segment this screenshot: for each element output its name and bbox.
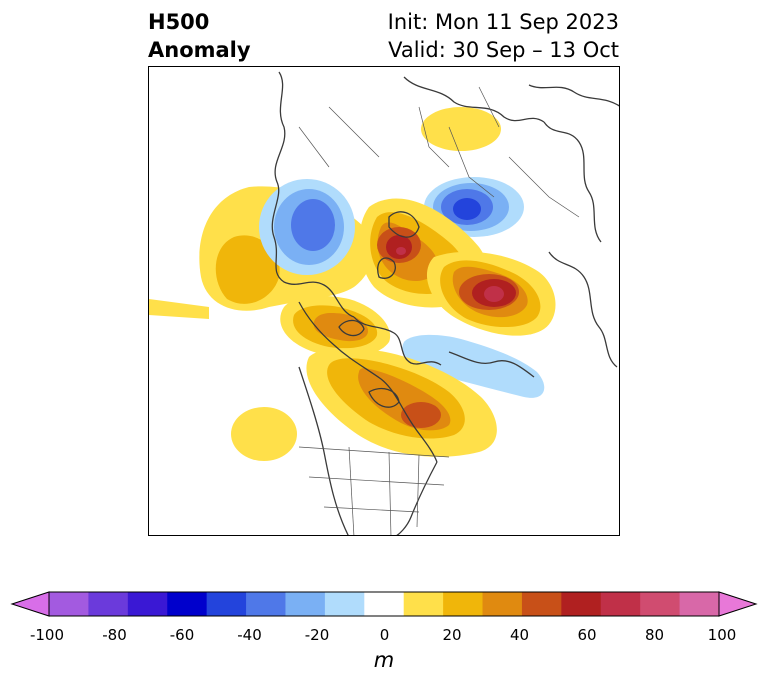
title-left: H500 Anomaly bbox=[148, 8, 251, 64]
colorbar-cell bbox=[600, 592, 641, 616]
valid-range: Valid: 30 Sep – 13 Oct bbox=[388, 38, 619, 62]
colorbar-cell bbox=[679, 592, 720, 616]
red-ridge-greenland-scandinavia bbox=[426, 251, 556, 336]
colorbar-cell bbox=[403, 592, 444, 616]
colorbar-tick-label: 40 bbox=[509, 626, 530, 644]
yellow-lobe-siberia bbox=[421, 107, 501, 151]
colorbar-cell bbox=[206, 592, 247, 616]
title-right: Init: Mon 11 Sep 2023 Valid: 30 Sep – 13… bbox=[388, 8, 619, 64]
colorbar-cell bbox=[49, 592, 89, 616]
colorbar-cell bbox=[246, 592, 286, 616]
colorbar-cell bbox=[364, 592, 405, 616]
borders bbox=[298, 86, 580, 535]
map-panel bbox=[148, 66, 620, 536]
colorbar-cell bbox=[285, 592, 326, 616]
colorbar-cell bbox=[324, 592, 365, 616]
colorbar-tick-label: -80 bbox=[102, 626, 127, 644]
colorbar-tick-label: 0 bbox=[379, 626, 390, 644]
colorbar bbox=[10, 591, 758, 617]
colorbar-tick-label: -100 bbox=[29, 626, 65, 644]
colorbar-tick-label: 60 bbox=[577, 626, 597, 644]
blue-trough-east-siberia bbox=[259, 179, 355, 275]
blue-trough-north-atlantic bbox=[402, 334, 545, 398]
colorbar-right-extension bbox=[718, 591, 758, 617]
colorbar-frame bbox=[48, 591, 720, 617]
orange-ridge-eastern-canada bbox=[306, 348, 497, 457]
colorbar-cell bbox=[640, 592, 681, 616]
colorbar-left-extension bbox=[10, 591, 50, 617]
orange-ridge-alaska bbox=[280, 295, 391, 358]
init-date: Init: Mon 11 Sep 2023 bbox=[387, 10, 619, 34]
colorbar-cell bbox=[167, 592, 208, 616]
colorbar-tick-label: -60 bbox=[169, 626, 195, 644]
colorbar-cell bbox=[521, 592, 562, 616]
colorbar-cell bbox=[88, 592, 129, 616]
colorbar-tick-label: 80 bbox=[644, 626, 665, 644]
colorbar-tick-label: 100 bbox=[707, 626, 737, 644]
colorbar-tick-label: -20 bbox=[304, 626, 330, 644]
colorbar-cell bbox=[443, 592, 484, 616]
yellow-lobe-pacific-subtropics bbox=[231, 407, 297, 461]
colorbar-cell bbox=[561, 592, 602, 616]
colorbar-cell bbox=[482, 592, 523, 616]
colorbar-unit: m bbox=[373, 648, 395, 672]
colorbar-tick-label: -40 bbox=[237, 626, 262, 644]
title-type: Anomaly bbox=[148, 38, 251, 62]
colorbar-tick-label: 20 bbox=[442, 626, 462, 644]
colorbar-cell bbox=[127, 592, 168, 616]
map-svg bbox=[149, 71, 619, 535]
coastlines bbox=[271, 71, 619, 535]
blue-trough-north-europe bbox=[424, 177, 524, 237]
title-variable: H500 bbox=[148, 10, 210, 34]
